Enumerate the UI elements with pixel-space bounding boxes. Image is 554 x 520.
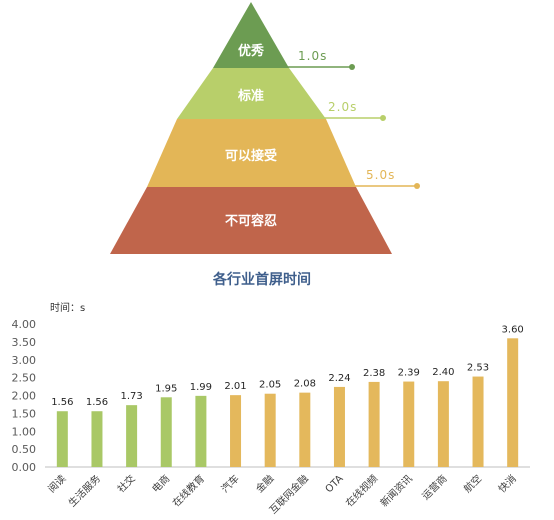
bar bbox=[299, 392, 311, 467]
threshold-dot-standard bbox=[380, 115, 386, 121]
bar-value-label: 1.73 bbox=[120, 391, 142, 402]
y-tick-label: 0.00 bbox=[12, 461, 37, 474]
pyramid-label-standard: 标准 bbox=[237, 88, 264, 104]
bar-value-label: 1.56 bbox=[51, 397, 73, 408]
bar bbox=[333, 386, 345, 467]
x-tick-label: 金融 bbox=[253, 472, 276, 495]
bar-value-label: 2.08 bbox=[294, 379, 316, 390]
bar-value-label: 1.56 bbox=[86, 397, 108, 408]
y-tick-label: 2.50 bbox=[12, 372, 37, 385]
bar bbox=[264, 393, 276, 467]
pyramid-level-intolerable bbox=[110, 187, 392, 254]
bar-series bbox=[56, 338, 519, 467]
bar bbox=[472, 376, 484, 467]
bar-value-label: 2.05 bbox=[259, 380, 281, 391]
threshold-dot-excellent bbox=[349, 64, 355, 70]
threshold-label-acceptable: 5.0s bbox=[366, 168, 395, 182]
x-tick-label: 新闻资讯 bbox=[377, 472, 414, 509]
bar bbox=[195, 395, 207, 467]
threshold-dot-acceptable bbox=[414, 183, 420, 189]
y-axis-title: 时间：s bbox=[50, 301, 85, 314]
bar-value-label: 1.95 bbox=[155, 383, 177, 394]
x-axis-tick-labels: 阅读生活服务 社交 电商在线教育 汽车 金融互联网金融 OTA在线视频新闻资讯 运营商 航空快… bbox=[45, 472, 519, 517]
bar-value-label: 2.40 bbox=[432, 367, 454, 378]
pyramid-label-excellent: 优秀 bbox=[238, 43, 265, 59]
threshold-label-excellent: 1.0s bbox=[298, 49, 327, 63]
x-tick-label: OTA bbox=[324, 473, 346, 495]
bar-value-label: 2.38 bbox=[363, 368, 385, 379]
y-tick-label: 2.00 bbox=[12, 390, 37, 403]
x-tick-label: 生活服务 bbox=[66, 472, 103, 509]
bar-value-label: 2.01 bbox=[224, 381, 246, 392]
x-tick-label: 在线教育 bbox=[170, 472, 207, 509]
pyramid-level-acceptable bbox=[147, 119, 356, 187]
pyramid-level-excellent bbox=[213, 2, 289, 68]
bar-value-label: 2.24 bbox=[328, 373, 350, 384]
bar bbox=[507, 338, 519, 467]
pyramid-label-acceptable: 可以接受 bbox=[225, 148, 277, 164]
x-tick-label: 在线视频 bbox=[343, 472, 380, 509]
x-tick-label: 电商 bbox=[149, 472, 172, 495]
bar-value-label: 3.60 bbox=[502, 324, 524, 335]
y-axis-tick-labels: 0.00 0.50 1.00 1.50 2.00 2.50 3.00 3.50 4.00 bbox=[12, 318, 37, 474]
chart-title: 各行业首屏时间 bbox=[212, 271, 311, 288]
y-tick-label: 4.00 bbox=[12, 318, 37, 331]
value-labels: 1.56 1.56 1.73 1.95 1.99 2.01 2.05 2.08 2.24 2.38… bbox=[51, 324, 524, 408]
bar bbox=[437, 381, 449, 467]
x-tick-label: 运营商 bbox=[419, 472, 449, 502]
pyramid-level-standard bbox=[177, 68, 326, 119]
x-tick-label: 快消 bbox=[495, 472, 518, 495]
y-tick-label: 1.00 bbox=[12, 425, 37, 438]
x-tick-label: 汽车 bbox=[218, 472, 241, 495]
pyramid-label-intolerable: 不可容忍 bbox=[225, 213, 277, 229]
bar bbox=[368, 381, 380, 467]
x-tick-label: 阅读 bbox=[45, 472, 68, 495]
x-tick-label: 社交 bbox=[114, 472, 137, 495]
bar bbox=[403, 381, 415, 467]
bar bbox=[91, 411, 103, 467]
bar bbox=[126, 405, 138, 467]
y-tick-label: 3.50 bbox=[12, 336, 37, 349]
x-tick-label: 航空 bbox=[461, 472, 484, 495]
bar-value-label: 2.53 bbox=[467, 363, 489, 374]
performance-pyramid: 优秀 标准 可以接受 不可容忍 1.0s 2.0s 5.0s bbox=[110, 2, 420, 254]
bar bbox=[160, 397, 172, 467]
y-tick-label: 0.50 bbox=[12, 443, 37, 456]
bar bbox=[56, 411, 68, 467]
bar bbox=[230, 395, 242, 467]
bar-value-label: 1.99 bbox=[190, 382, 212, 393]
threshold-label-standard: 2.0s bbox=[328, 100, 357, 114]
y-tick-label: 1.50 bbox=[12, 407, 37, 420]
bar-value-label: 2.39 bbox=[398, 368, 420, 379]
y-tick-label: 3.00 bbox=[12, 354, 37, 367]
